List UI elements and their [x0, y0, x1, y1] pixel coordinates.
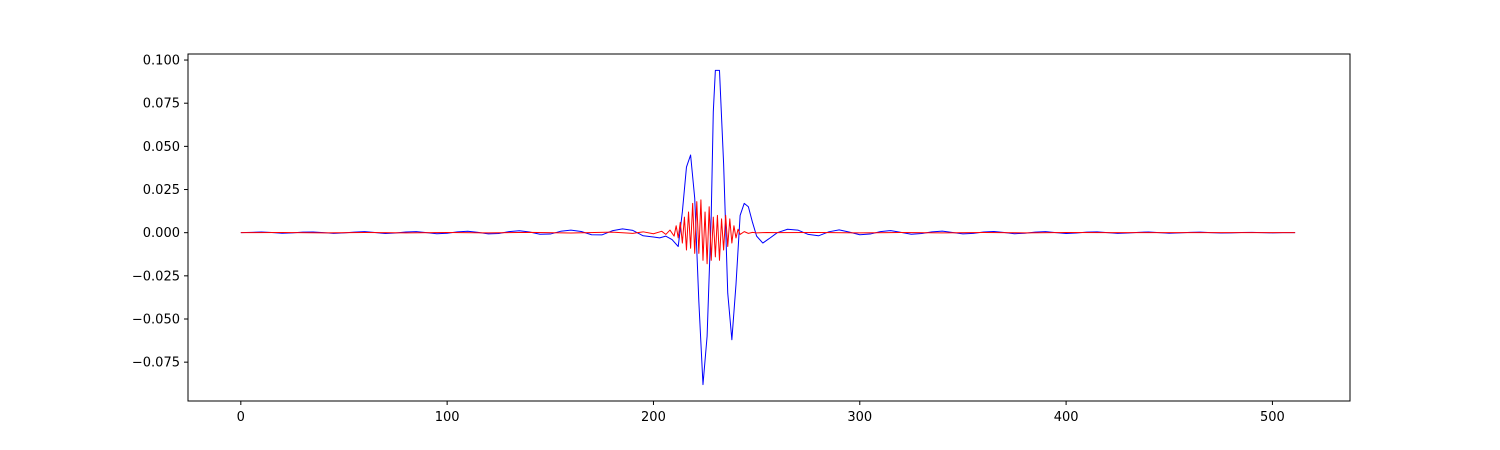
x-tick-label: 300 — [847, 410, 872, 425]
y-axis: −0.075 −0.050 −0.025 0.000 0.025 0.050 0.075 0.… — [132, 54, 188, 371]
y-tick-label: 0.100 — [143, 54, 180, 69]
y-tick-label: −0.050 — [132, 312, 180, 327]
x-tick-label: 0 — [237, 410, 245, 425]
y-tick-label: −0.025 — [132, 269, 180, 284]
x-tick-label: 500 — [1260, 410, 1285, 425]
x-axis: 0 100 200 300 400 500 — [237, 401, 1285, 425]
y-tick-label: 0.075 — [143, 97, 180, 112]
y-tick-label: 0.000 — [143, 226, 180, 241]
x-tick-label: 400 — [1054, 410, 1079, 425]
x-tick-label: 200 — [641, 410, 666, 425]
y-tick-label: −0.075 — [132, 356, 180, 371]
series-line-2 — [240, 199, 1296, 265]
y-tick-label: 0.025 — [143, 183, 180, 198]
series-layer — [240, 69, 1296, 386]
y-tick-label: 0.050 — [143, 140, 180, 155]
series-line-1 — [240, 69, 1296, 386]
x-tick-label: 100 — [435, 410, 460, 425]
plot-frame — [187, 53, 1351, 402]
